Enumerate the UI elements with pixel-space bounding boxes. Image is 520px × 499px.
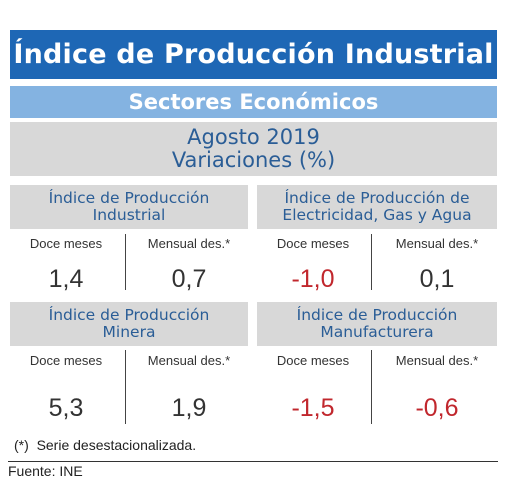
footer-divider [8,461,498,462]
footnote: (*) Serie desestacionalizada. [14,437,196,453]
period-box: Agosto 2019 Variaciones (%) [10,122,497,176]
panel-minera-col2-label: Mensual des.* [147,353,231,368]
panel-minera-col1-label: Doce meses [29,353,103,368]
panel-minera-col2-value: 1,9 [171,394,207,422]
panel-minera-header: Índice de Producción Minera [10,302,248,346]
panel-industrial-col1-label: Doce meses [29,236,103,251]
panel-minera-title-line1: Índice de Producción [48,306,210,324]
panel-electricidad-divider [371,234,372,290]
panel-manufacturera-col2-value: -0,6 [415,394,459,422]
panel-electricidad-header: Índice de Producción de Electricidad, Ga… [257,185,497,229]
panel-manufacturera-title-line2: Manufacturera [320,323,434,341]
panel-industrial-divider [125,234,126,290]
panel-manufacturera-col1-value: -1,5 [291,394,335,422]
panel-manufacturera-title-line1: Índice de Producción [296,306,458,324]
section-subtitle: Sectores Económicos [10,86,497,118]
period-label: Agosto 2019 [187,125,320,149]
panel-industrial-title-line1: Índice de Producción [48,189,210,207]
panel-electricidad-col2-value: 0,1 [419,265,455,293]
source-label: Fuente: INE [8,463,83,479]
panel-electricidad-title-line2: Electricidad, Gas y Agua [282,206,472,224]
footnote-text: Serie desestacionalizada. [36,437,197,453]
page-title: Índice de Producción Industrial [10,30,497,79]
footnote-marker: (*) [14,437,29,453]
panel-manufacturera-col2-label: Mensual des.* [395,353,479,368]
panel-industrial-col2-value: 0,7 [171,265,207,293]
panel-manufacturera-header: Índice de Producción Manufacturera [257,302,497,346]
panel-industrial-header: Índice de Producción Industrial [10,185,248,229]
panel-electricidad-col1-value: -1,0 [291,265,335,293]
panel-industrial-col2-label: Mensual des.* [147,236,231,251]
panel-electricidad-col1-label: Doce meses [276,236,350,251]
panel-electricidad-col2-label: Mensual des.* [395,236,479,251]
panel-minera-col1-value: 5,3 [48,394,84,422]
panel-industrial-col1-value: 1,4 [48,265,84,293]
panel-minera-title-line2: Minera [102,323,156,341]
panel-electricidad-title-line1: Índice de Producción de [284,189,470,207]
panel-manufacturera-col1-label: Doce meses [276,353,350,368]
panel-industrial-title-line2: Industrial [92,206,166,224]
panel-manufacturera-divider [371,350,372,424]
measure-label: Variaciones (%) [171,148,336,172]
panel-minera-divider [125,350,126,424]
